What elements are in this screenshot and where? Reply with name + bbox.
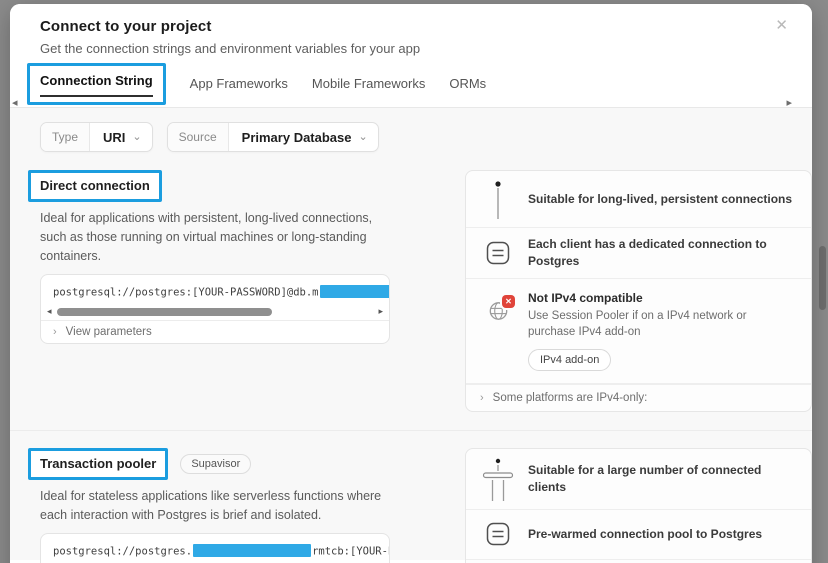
tabbar: Connection String App Frameworks Mobile … — [10, 60, 812, 108]
fact-description: Use Session Pooler if on a IPv4 network … — [528, 309, 747, 338]
direct-connection-string-panel: postgresql://postgres:[YOUR-PASSWORD]@db… — [40, 274, 390, 345]
fact-text: Pre-warmed connection pool to Postgres — [528, 526, 763, 541]
tab-mobile-frameworks[interactable]: Mobile Frameworks — [312, 76, 425, 91]
direct-connection-facts-card: Suitable for long-lived, persistent conn… — [465, 170, 812, 412]
scroll-right-icon[interactable]: ▸ — [378, 306, 383, 317]
supavisor-badge: Supavisor — [180, 453, 252, 474]
annotation-box: Transaction pooler — [28, 447, 169, 480]
fact-text: Suitable for long-lived, persistent conn… — [528, 191, 793, 206]
scroll-left-icon[interactable]: ◂ — [47, 306, 52, 317]
source-select[interactable]: Source Primary Database ⌄ — [166, 122, 379, 152]
tab-connection-string[interactable]: Connection String — [27, 62, 166, 105]
fact-row: ✕ Not IPv4 compatible Use Session Pooler… — [466, 279, 811, 384]
fact-row: Suitable for long-lived, persistent conn… — [466, 171, 811, 228]
type-select-label: Type — [41, 123, 91, 151]
ipv4-platforms-expander[interactable]: › Some platforms are IPv4-only: — [466, 383, 811, 411]
annotation-box: Direct connection — [28, 170, 162, 202]
tab-label: App Frameworks — [189, 76, 288, 91]
fact-text: Each client has a dedicated connection t… — [528, 237, 767, 268]
expander-label: Some platforms are IPv4-only: — [492, 391, 648, 404]
tab-label: Connection String — [40, 73, 153, 97]
source-select-label: Source — [167, 123, 229, 151]
chevron-down-icon: ⌄ — [358, 130, 368, 143]
view-parameters-label: View parameters — [65, 326, 152, 339]
direct-connection-description: Ideal for applications with persistent, … — [40, 211, 373, 263]
selector-row: Type URI ⌄ Source Primary Database ⌄ — [10, 122, 812, 152]
close-icon[interactable]: ✕ — [775, 17, 788, 34]
tab-app-frameworks[interactable]: App Frameworks — [190, 76, 288, 91]
connect-dialog: Connect to your project Get the connecti… — [10, 4, 812, 563]
tabs-scroll-right-icon[interactable]: ▸ — [786, 97, 792, 109]
fact-row: Each client has a dedicated connection t… — [466, 228, 811, 279]
scrollbar-track[interactable] — [56, 307, 374, 316]
code-text: rmtcb:[YOUR-PASSWORD]@ — [312, 545, 389, 558]
direct-connection-heading: Direct connection — [40, 178, 150, 193]
fact-row: Pre-warmed connection pool to Postgres — [466, 510, 811, 560]
tab-label: Mobile Frameworks — [311, 76, 426, 91]
chevron-right-icon: › — [53, 326, 57, 339]
x-badge-icon: ✕ — [502, 294, 515, 308]
globe-ipv4-error-icon: ✕ — [480, 294, 516, 322]
code-text: postgresql://postgres:[YOUR-PASSWORD]@db… — [53, 286, 319, 299]
transaction-pooler-facts-card: Suitable for a large number of connected… — [465, 447, 812, 563]
pooler-funnel-icon — [480, 457, 516, 501]
type-select-value: URI — [103, 129, 126, 145]
fact-text: Suitable for a large number of connected… — [528, 462, 762, 494]
transaction-pooler-heading: Transaction pooler — [40, 455, 157, 471]
redaction-block — [319, 285, 389, 299]
source-select-value: Primary Database — [241, 129, 352, 145]
direct-connection-string[interactable]: postgresql://postgres:[YOUR-PASSWORD]@db… — [41, 275, 389, 307]
ipv4-addon-button[interactable]: IPv4 add-on — [528, 348, 612, 371]
database-icon — [480, 238, 516, 268]
tab-orms[interactable]: ORMs — [449, 76, 486, 91]
redaction-block — [193, 544, 312, 558]
type-select[interactable]: Type URI ⌄ — [40, 122, 153, 152]
chevron-down-icon: ⌄ — [132, 130, 142, 143]
direct-connection-section: Direct connection Ideal for applications… — [10, 170, 812, 412]
page-scrollbar-thumb[interactable] — [819, 246, 826, 310]
pooler-connection-string[interactable]: postgresql://postgres. rmtcb:[YOUR-PASSWO… — [41, 534, 389, 563]
dialog-subtitle: Get the connection strings and environme… — [40, 41, 421, 56]
transaction-pooler-section: Transaction pooler Supavisor Ideal for s… — [10, 447, 812, 563]
pooler-connection-string-panel: postgresql://postgres. rmtcb:[YOUR-PASSWO… — [40, 533, 390, 563]
page-title: Connect to your project — [40, 18, 212, 35]
fact-title: Not IPv4 compatible — [528, 290, 643, 305]
horizontal-scrollbar: ◂ ▸ — [41, 307, 389, 320]
section-divider — [10, 429, 812, 431]
tabs-scroll-left-icon[interactable]: ◂ — [12, 97, 18, 109]
direct-view-parameters[interactable]: › View parameters — [41, 320, 389, 343]
tab-label: ORMs — [449, 76, 487, 91]
code-text: postgresql://postgres. — [53, 545, 193, 558]
scrollbar-thumb[interactable] — [56, 307, 273, 316]
connection-line-icon — [480, 179, 516, 219]
dialog-content: Type URI ⌄ Source Primary Database ⌄ Dir — [10, 108, 812, 563]
database-icon — [480, 519, 516, 549]
fact-row: Suitable for a large number of connected… — [466, 449, 811, 510]
dialog-header: Connect to your project Get the connecti… — [10, 4, 812, 56]
transaction-pooler-description: Ideal for stateless applications like se… — [40, 488, 382, 522]
chevron-right-icon: › — [480, 391, 484, 404]
